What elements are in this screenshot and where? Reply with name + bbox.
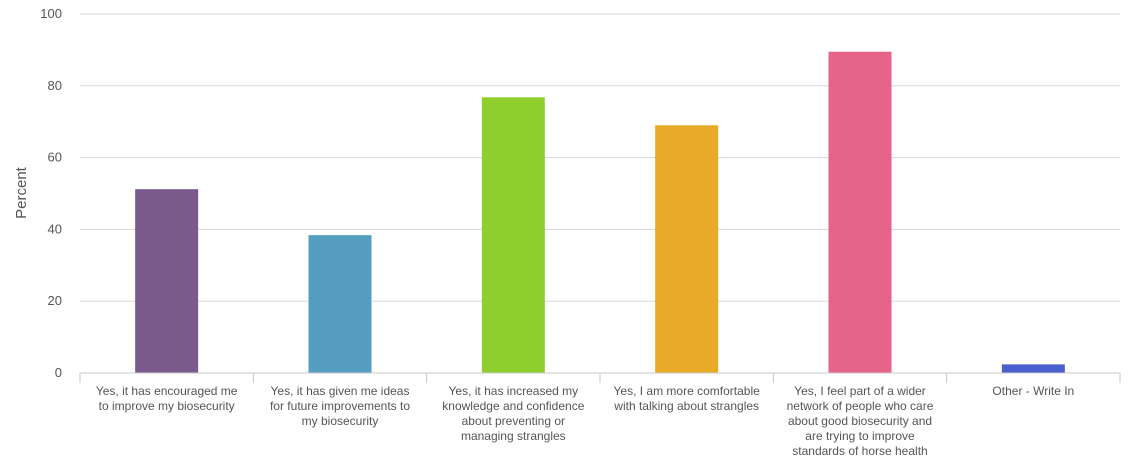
bar[interactable] — [135, 189, 199, 373]
bar[interactable] — [481, 97, 545, 374]
y-tick-label: 80 — [48, 78, 62, 93]
x-category-label: Yes, it has encouraged me to improve my b… — [96, 384, 238, 413]
y-tick-label: 40 — [48, 221, 62, 236]
axes — [79, 372, 1121, 383]
bars — [135, 51, 1065, 374]
x-category-label: Yes, I am more comfortable with talking a… — [613, 384, 760, 413]
y-tick-label: 100 — [40, 6, 62, 21]
x-category-label: Yes, I feel part of a wider network of pe… — [787, 384, 934, 458]
bar[interactable] — [828, 51, 892, 373]
bar[interactable] — [655, 125, 719, 373]
y-tick-label: 60 — [48, 150, 62, 165]
gridlines — [80, 13, 1120, 302]
y-axis-title: Percent — [13, 166, 30, 219]
x-category-label: Other - Write In — [992, 384, 1074, 398]
x-category-label: Yes, it has given me ideas for future imp… — [270, 384, 410, 428]
labels: 0 20 40 60 80 100 Yes, it has encouraged me to … — [40, 6, 1074, 458]
bar[interactable] — [1001, 364, 1065, 373]
y-tick-label: 0 — [55, 365, 62, 380]
y-tick-label: 20 — [48, 293, 62, 308]
bar[interactable] — [308, 235, 372, 373]
x-category-label: Yes, it has increased my knowledge and co… — [442, 384, 584, 443]
